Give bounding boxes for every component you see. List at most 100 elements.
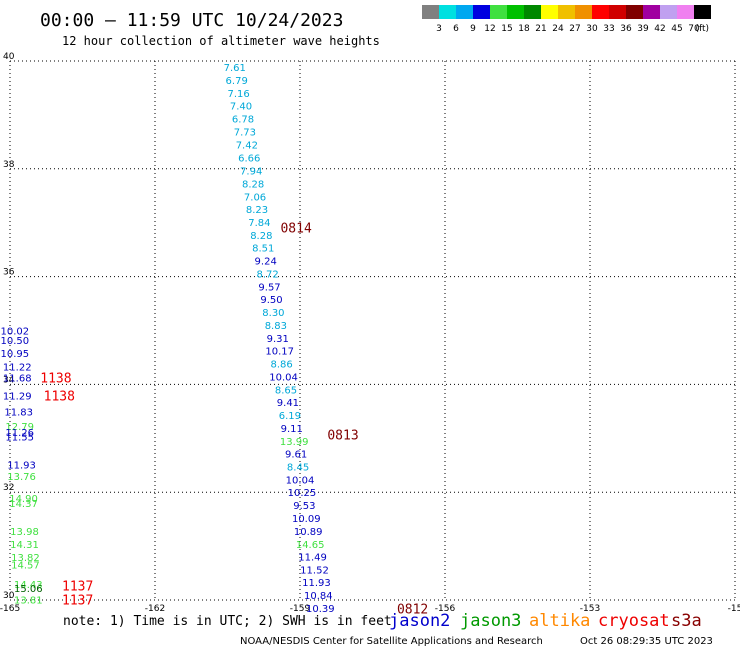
page-title: 00:00 – 11:59 UTC 10/24/2023 [40, 10, 343, 31]
wave-height-label: 11.52 [300, 565, 329, 576]
legend-swatch [643, 5, 660, 19]
wave-height-label: 9.24 [255, 256, 277, 267]
satellite-legend: jason2 jason3 altika cryosat s3a [389, 611, 702, 631]
legend-swatch [609, 5, 626, 19]
legend-label: 15 [501, 24, 512, 34]
wave-height-label: 14.90 [9, 494, 38, 505]
wave-height-label: 10.04 [286, 475, 315, 486]
legend-label: 27 [569, 24, 580, 34]
wave-height-label: 15.06 [14, 584, 43, 595]
legend-label: 12 [484, 24, 495, 34]
wave-height-label: 10.95 [1, 349, 30, 360]
legend-label: 33 [603, 24, 614, 34]
legend-swatch [541, 5, 558, 19]
wave-height-label: 14.37 [9, 499, 38, 510]
wave-height-label: 11.83 [4, 407, 33, 418]
wave-height-label: 8.72 [256, 269, 278, 280]
wave-height-label: 7.16 [227, 89, 249, 100]
wave-height-label: 11.29 [3, 392, 32, 403]
y-tick-label: 38 [3, 160, 15, 170]
y-tick-label: 30 [3, 591, 15, 601]
satellite-name: altika [529, 611, 590, 631]
pass-time-label: 1138 [44, 390, 75, 405]
wave-height-label: 7.61 [224, 63, 246, 74]
wave-height-label: 11.68 [3, 373, 32, 384]
legend-unit: (ft) [695, 24, 709, 34]
y-tick-label: 36 [3, 268, 15, 278]
color-legend: 3 6 9 12 15 18 21 24 27 30 33 36 39 42 45 70(ft) [422, 5, 711, 34]
pass-time-label: 1138 [40, 371, 71, 386]
wave-height-label: 13.99 [280, 437, 309, 448]
wave-height-label: 13.98 [10, 527, 39, 538]
legend-label: 6 [453, 24, 459, 34]
wave-height-label: 11.22 [3, 363, 32, 374]
legend-swatch [524, 5, 541, 19]
wave-height-label: 7.84 [248, 218, 270, 229]
wave-height-label: 11.93 [302, 578, 331, 589]
legend-label: 9 [470, 24, 476, 34]
x-tick-label: -159 [290, 604, 311, 614]
lat-lon-grid [9, 60, 736, 601]
legend-label: 42 [654, 24, 665, 34]
legend-swatch [626, 5, 643, 19]
wave-height-label: 9.61 [285, 449, 307, 460]
wave-height-label: 10.17 [265, 346, 294, 357]
legend-swatch [677, 5, 694, 19]
wave-height-label: 13.81 [14, 595, 43, 606]
legend-label: 3 [436, 24, 442, 34]
legend-swatch [473, 5, 490, 19]
wave-height-label: 14.43 [14, 580, 43, 591]
wave-height-label: 11.49 [298, 552, 327, 563]
legend-swatch [660, 5, 677, 19]
wave-height-label: 6.78 [232, 115, 254, 126]
legend-label: 36 [620, 24, 632, 34]
wave-height-label: 11.55 [5, 433, 34, 444]
legend-label: 70 [688, 24, 700, 34]
wave-height-label: 11.26 [5, 428, 34, 439]
wave-height-label: 9.11 [281, 424, 303, 435]
wave-height-label: 10.89 [294, 527, 323, 538]
legend-label: 24 [552, 24, 564, 34]
satellite-name: cryosat [598, 611, 670, 631]
wave-height-label: 8.51 [252, 243, 274, 254]
legend-label: 18 [518, 24, 530, 34]
legend-swatch [507, 5, 524, 19]
wave-height-label: 8.65 [275, 385, 297, 396]
wave-height-label: 9.53 [293, 501, 315, 512]
footer-note: note: 1) Time is in UTC; 2) SWH is in fe… [63, 614, 392, 629]
wave-height-label: 8.83 [265, 321, 287, 332]
legend-swatch [439, 5, 456, 19]
legend-label: 45 [671, 24, 682, 34]
wave-height-label: 9.57 [258, 282, 280, 293]
wave-height-label: 13.76 [7, 472, 36, 483]
wave-height-label: 8.30 [262, 308, 284, 319]
legend-swatch [592, 5, 609, 19]
satellite-name: jason3 [460, 611, 521, 631]
wave-height-label: 9.41 [277, 398, 299, 409]
legend-swatch [456, 5, 473, 19]
pass-time-label: 1137 [62, 579, 93, 594]
wave-height-label: 8.45 [287, 462, 309, 473]
wave-height-values: 7.61 6.79 7.16 7.40 6.78 7.73 7.426.66 7.94 8.28… [1, 63, 335, 615]
wave-height-label: 8.28 [250, 231, 272, 242]
timestamp-text: Oct 26 08:29:35 UTC 2023 [580, 636, 713, 647]
y-tick-label: 34 [3, 375, 15, 385]
wave-height-label: 10.25 [288, 488, 317, 499]
legend-label: 21 [535, 24, 546, 34]
satellite-name: s3a [671, 611, 702, 631]
x-tick-label: -162 [145, 604, 165, 614]
satellite-name: jason2 [389, 611, 450, 631]
wave-height-label: 7.94 [240, 166, 262, 177]
wave-height-label: 6.19 [279, 411, 301, 422]
wave-height-label: 10.09 [292, 514, 321, 525]
legend-swatch [694, 5, 711, 19]
y-tick-label: 32 [3, 483, 14, 493]
legend-swatch [558, 5, 575, 19]
axis-ticks: -165 -162 -159 -156 -153 -15 40 38 36 34 32 30 [0, 52, 740, 614]
pass-time-label: 0813 [327, 429, 358, 444]
legend-swatch [490, 5, 507, 19]
wave-height-label: 10.50 [1, 336, 30, 347]
wave-height-label: 7.40 [230, 102, 252, 113]
x-tick-label: -156 [435, 604, 456, 614]
legend-swatch [575, 5, 592, 19]
